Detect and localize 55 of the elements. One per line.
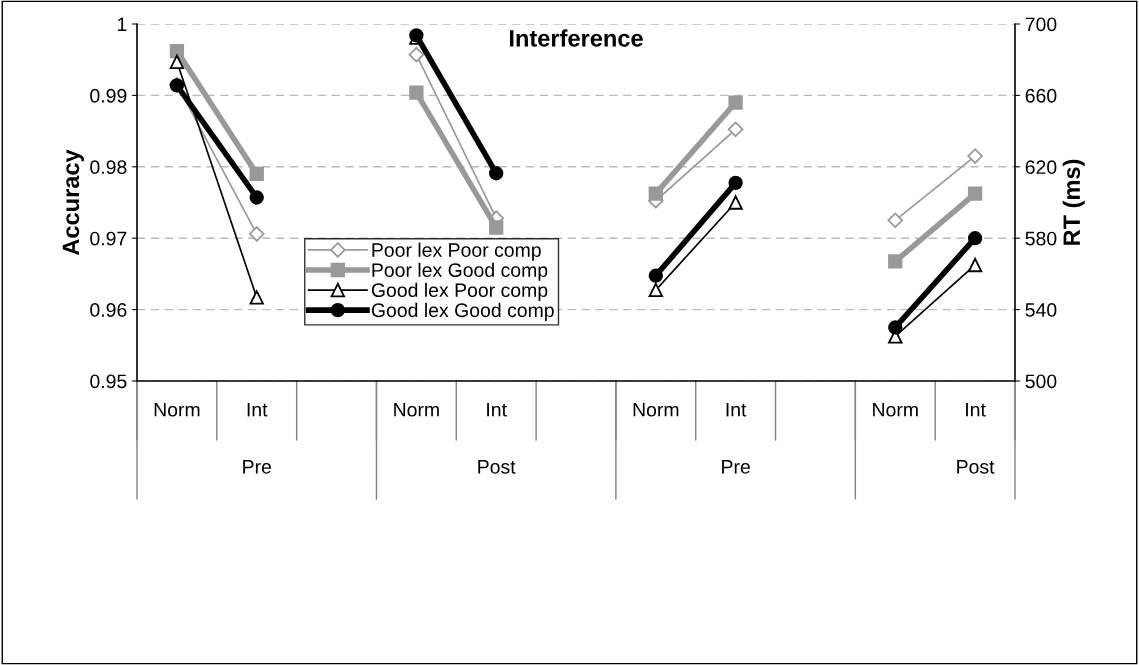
y-tick-label: 0.99 xyxy=(90,88,127,103)
text: Post xyxy=(478,460,516,474)
point xyxy=(408,46,425,63)
point xyxy=(967,148,983,164)
point xyxy=(249,166,264,182)
y2-tick-label: 580 xyxy=(1025,231,1057,246)
point xyxy=(248,226,265,242)
y2-axis-title: RT (ms) xyxy=(1062,159,1085,245)
legend-label: Poor lex Poor comp xyxy=(372,242,541,261)
point xyxy=(967,186,983,201)
point xyxy=(727,121,744,138)
point xyxy=(728,195,743,210)
legend-label: Poor lex Good comp xyxy=(372,262,548,281)
point xyxy=(409,85,424,100)
point xyxy=(888,320,903,335)
point xyxy=(728,175,743,191)
y2-tick-label: 620 xyxy=(1025,160,1057,175)
y-axis-title: Accuracy xyxy=(62,149,84,256)
point xyxy=(967,231,983,246)
point xyxy=(648,268,663,283)
x-tick-label: Int xyxy=(487,403,507,417)
point xyxy=(728,95,743,110)
x-tick-label: Norm xyxy=(633,403,679,417)
text: Pre xyxy=(722,460,750,474)
point xyxy=(169,43,185,59)
x-tick-label: Int xyxy=(726,403,747,417)
x-tick-label: Norm xyxy=(394,403,439,417)
y-tick-label: 1 xyxy=(117,17,127,32)
y2-tick-label: 700 xyxy=(1025,17,1057,32)
point xyxy=(967,257,983,273)
legend-label: Good lex Poor comp xyxy=(371,282,548,301)
y-tick-label: 0.96 xyxy=(90,303,127,317)
point xyxy=(648,186,663,201)
point xyxy=(489,220,504,235)
y2-tick-label: 540 xyxy=(1025,303,1057,317)
y-tick-label: 0.97 xyxy=(90,231,127,246)
text: Pre xyxy=(243,460,271,474)
point xyxy=(169,54,185,69)
point xyxy=(888,254,903,269)
point xyxy=(887,212,904,229)
y-tick-label: 0.98 xyxy=(90,160,127,175)
y-tick-label: 0.95 xyxy=(90,374,127,389)
y2-tick-label: 500 xyxy=(1025,374,1057,389)
point xyxy=(648,282,663,298)
y2-tick-label: 660 xyxy=(1025,88,1057,103)
point xyxy=(249,290,264,305)
chart-title: Interference xyxy=(510,29,643,47)
point xyxy=(489,166,504,181)
legend-label: Good lex Good comp xyxy=(371,302,554,321)
x-tick-label: Int xyxy=(966,403,986,417)
point xyxy=(249,190,264,205)
text: Post xyxy=(957,460,995,474)
x-tick-label: Int xyxy=(247,403,268,417)
x-tick-label: Norm xyxy=(154,403,200,417)
x-tick-label: Norm xyxy=(873,403,918,417)
